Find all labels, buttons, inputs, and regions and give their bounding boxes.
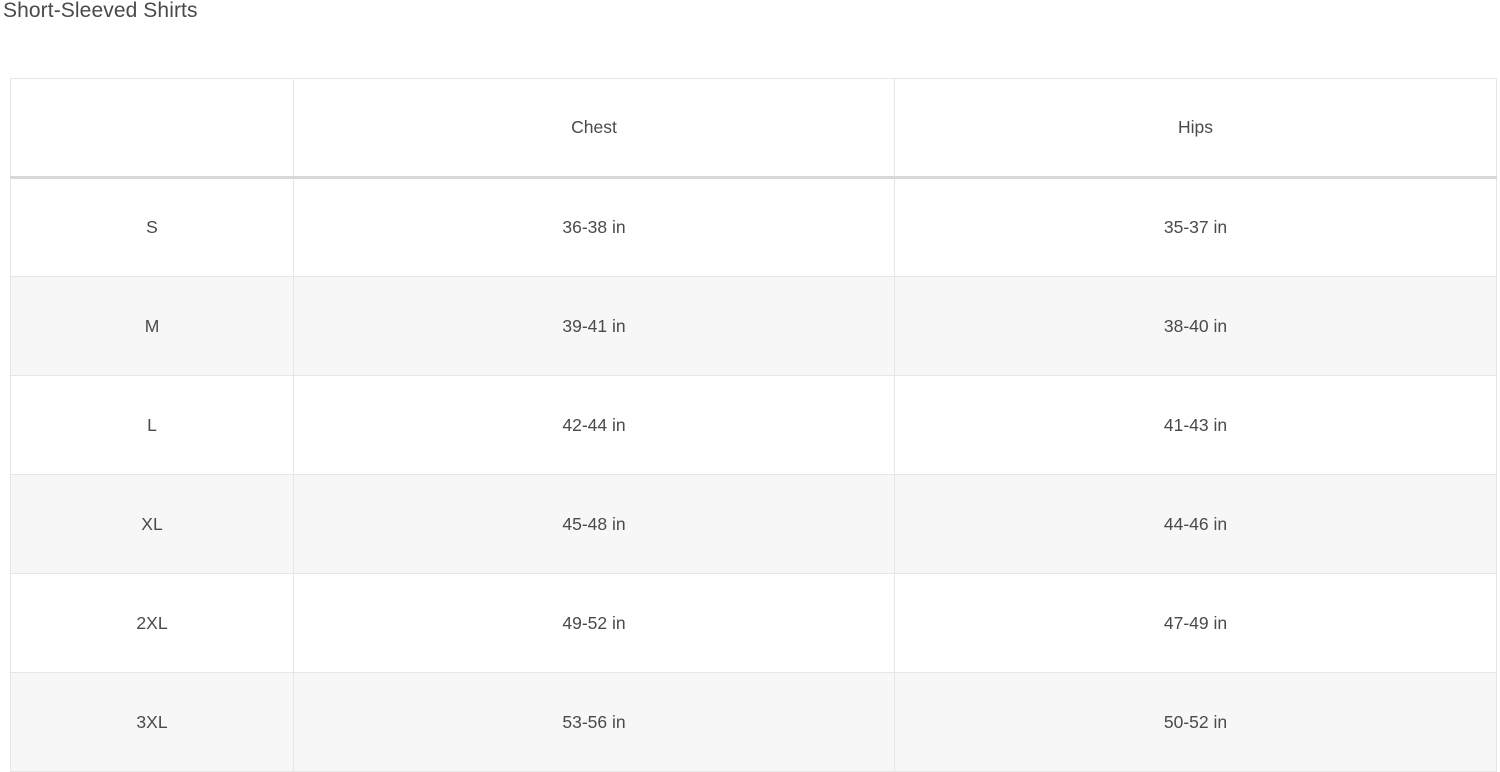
cell-size: 2XL [10, 573, 294, 673]
table-row: L 42-44 in 41-43 in [10, 375, 1497, 475]
cell-size: XL [10, 474, 294, 574]
cell-hips: 35-37 in [894, 177, 1497, 277]
column-header-size [10, 78, 294, 179]
cell-chest: 53-56 in [293, 672, 895, 772]
table-row: XL 45-48 in 44-46 in [10, 474, 1497, 574]
table-row: 2XL 49-52 in 47-49 in [10, 573, 1497, 673]
cell-hips: 38-40 in [894, 276, 1497, 376]
cell-chest: 39-41 in [293, 276, 895, 376]
table-row: 3XL 53-56 in 50-52 in [10, 672, 1497, 772]
table-body: S 36-38 in 35-37 in M 39-41 in 38-40 in … [10, 177, 1497, 772]
cell-hips: 44-46 in [894, 474, 1497, 574]
cell-hips: 50-52 in [894, 672, 1497, 772]
cell-chest: 42-44 in [293, 375, 895, 475]
table-header-row: Chest Hips [10, 78, 1497, 179]
page-title: Short-Sleeved Shirts [3, 0, 198, 22]
size-chart-table: Chest Hips S 36-38 in 35-37 in M 39-41 i… [10, 78, 1497, 772]
cell-chest: 45-48 in [293, 474, 895, 574]
size-table-container: Chest Hips S 36-38 in 35-37 in M 39-41 i… [10, 78, 1497, 772]
cell-size: 3XL [10, 672, 294, 772]
cell-hips: 41-43 in [894, 375, 1497, 475]
table-row: S 36-38 in 35-37 in [10, 177, 1497, 277]
column-header-chest: Chest [293, 78, 895, 179]
cell-chest: 49-52 in [293, 573, 895, 673]
cell-size: S [10, 177, 294, 277]
cell-hips: 47-49 in [894, 573, 1497, 673]
table-head: Chest Hips [10, 78, 1497, 179]
cell-chest: 36-38 in [293, 177, 895, 277]
cell-size: M [10, 276, 294, 376]
table-row: M 39-41 in 38-40 in [10, 276, 1497, 376]
cell-size: L [10, 375, 294, 475]
column-header-hips: Hips [894, 78, 1497, 179]
